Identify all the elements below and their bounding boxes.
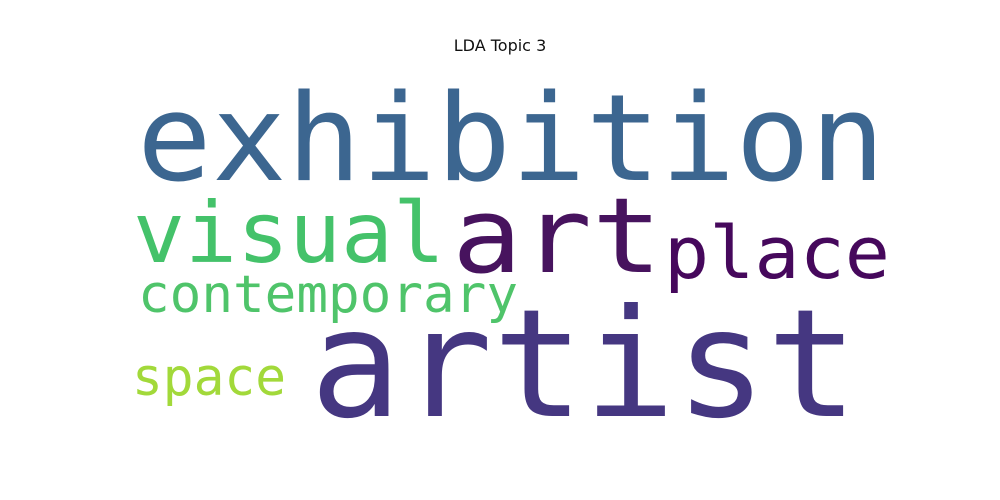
word-space: space: [132, 348, 286, 408]
chart-title: LDA Topic 3: [453, 36, 547, 55]
word-place: place: [664, 211, 890, 295]
word-visual: visual: [133, 184, 445, 282]
word-artist: artist: [310, 278, 858, 452]
word-contemporary: contemporary: [138, 265, 518, 325]
word-art: art: [452, 175, 662, 297]
word-exhibition: exhibition: [137, 70, 885, 209]
